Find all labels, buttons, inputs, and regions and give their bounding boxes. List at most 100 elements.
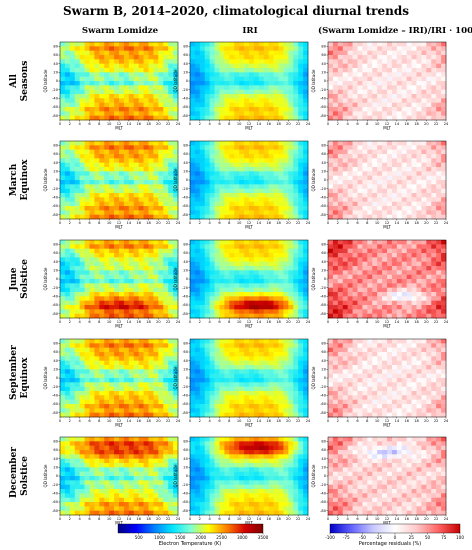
heatmap-cell [342, 296, 348, 301]
heatmap-cell [288, 257, 294, 262]
heatmap-cell [94, 201, 100, 207]
heatmap-cell [84, 94, 90, 99]
heatmap-cell [199, 274, 206, 280]
heatmap-cell [89, 98, 95, 103]
heatmap-cell [114, 352, 120, 357]
heatmap-cell [133, 347, 139, 353]
heatmap-cell [119, 347, 125, 353]
heatmap-cell [138, 399, 144, 405]
heatmap-cell [249, 55, 255, 60]
heatmap-cell [377, 81, 383, 86]
heatmap-cell [190, 46, 196, 51]
heatmap-cell [347, 248, 353, 254]
heatmap-cell [239, 274, 245, 280]
heatmap-cell [278, 287, 284, 293]
heatmap-cell [401, 81, 407, 86]
heatmap-cell [288, 197, 294, 202]
heatmap-cell [69, 257, 76, 262]
heatmap-cell [89, 184, 95, 189]
y-tick-label: -40 [182, 97, 189, 101]
heatmap-cell [114, 193, 120, 198]
heatmap-cell [74, 210, 80, 215]
heatmap-cell [352, 266, 358, 271]
heatmap-cell [74, 111, 80, 116]
heatmap-cell [214, 386, 220, 392]
heatmap-cell [387, 46, 393, 51]
heatmap-cell [173, 162, 179, 168]
heatmap-cell [347, 287, 353, 293]
heatmap-cell [436, 313, 442, 319]
heatmap-cell [74, 253, 80, 258]
heatmap-cell [219, 206, 225, 211]
heatmap-cell [168, 76, 174, 82]
x-tick-label: 6 [218, 122, 221, 126]
heatmap-cell [362, 55, 368, 60]
heatmap-cell [347, 76, 353, 82]
heatmap-cell [60, 63, 66, 69]
heatmap-cell [382, 313, 388, 319]
heatmap-cell [367, 102, 373, 108]
heatmap-cell [153, 395, 159, 400]
heatmap-cell [293, 248, 299, 254]
heatmap-cell [426, 42, 432, 47]
heatmap-cell [194, 287, 201, 293]
heatmap-cell [79, 154, 85, 159]
heatmap-cell [411, 89, 417, 95]
heatmap-cell [204, 149, 210, 155]
heatmap-cell [288, 50, 294, 56]
heatmap-cell [119, 240, 125, 245]
heatmap-cell [411, 180, 417, 185]
heatmap-cell [244, 145, 250, 150]
heatmap-cell [253, 145, 260, 150]
heatmap-cell [244, 266, 250, 271]
heatmap-cell [69, 279, 76, 284]
heatmap-cell [199, 300, 206, 306]
heatmap-cell [431, 210, 437, 215]
heatmap-cell [143, 373, 149, 379]
heatmap-cell [94, 50, 100, 56]
heatmap-cell [128, 50, 135, 56]
heatmap-cell [209, 89, 215, 95]
heatmap-cell [60, 253, 66, 258]
heatmap-cell [352, 76, 358, 82]
heatmap-cell [219, 352, 225, 357]
heatmap-cell [109, 76, 115, 82]
heatmap-cell [328, 266, 334, 271]
heatmap-cell [109, 50, 115, 56]
heatmap-cell [401, 210, 407, 215]
heatmap-cell [258, 149, 265, 155]
heatmap-cell [342, 145, 348, 150]
heatmap-cell [114, 360, 120, 366]
heatmap-cell [293, 68, 299, 73]
heatmap-cell [362, 309, 368, 314]
heatmap-cell [168, 201, 174, 207]
heatmap-cell [148, 300, 154, 306]
heatmap-cell [143, 158, 149, 163]
heatmap-cell [133, 111, 139, 116]
heatmap-cell [158, 365, 164, 370]
heatmap-cell [114, 68, 120, 73]
heatmap-cell [239, 115, 245, 121]
heatmap-cell [258, 180, 265, 185]
heatmap-cell [148, 261, 154, 267]
heatmap-cell [293, 270, 299, 275]
heatmap-cell [382, 115, 388, 121]
heatmap-cell [190, 149, 196, 155]
heatmap-cell [133, 158, 139, 163]
heatmap-cell [158, 343, 164, 348]
heatmap-cell [239, 309, 245, 314]
heatmap-cell [204, 214, 210, 220]
heatmap-cell [253, 193, 260, 198]
heatmap-cell [362, 257, 368, 262]
heatmap-cell [128, 63, 135, 69]
heatmap-cell [190, 296, 196, 301]
heatmap-cell [436, 102, 442, 108]
heatmap-cell [298, 154, 304, 159]
heatmap-cell [133, 404, 139, 409]
y-tick-label: -60 [182, 303, 189, 307]
heatmap-cell [99, 94, 105, 99]
heatmap-cell [64, 300, 71, 306]
heatmap-cell [303, 59, 309, 64]
heatmap-cell [263, 274, 269, 280]
heatmap-cell [268, 98, 274, 103]
